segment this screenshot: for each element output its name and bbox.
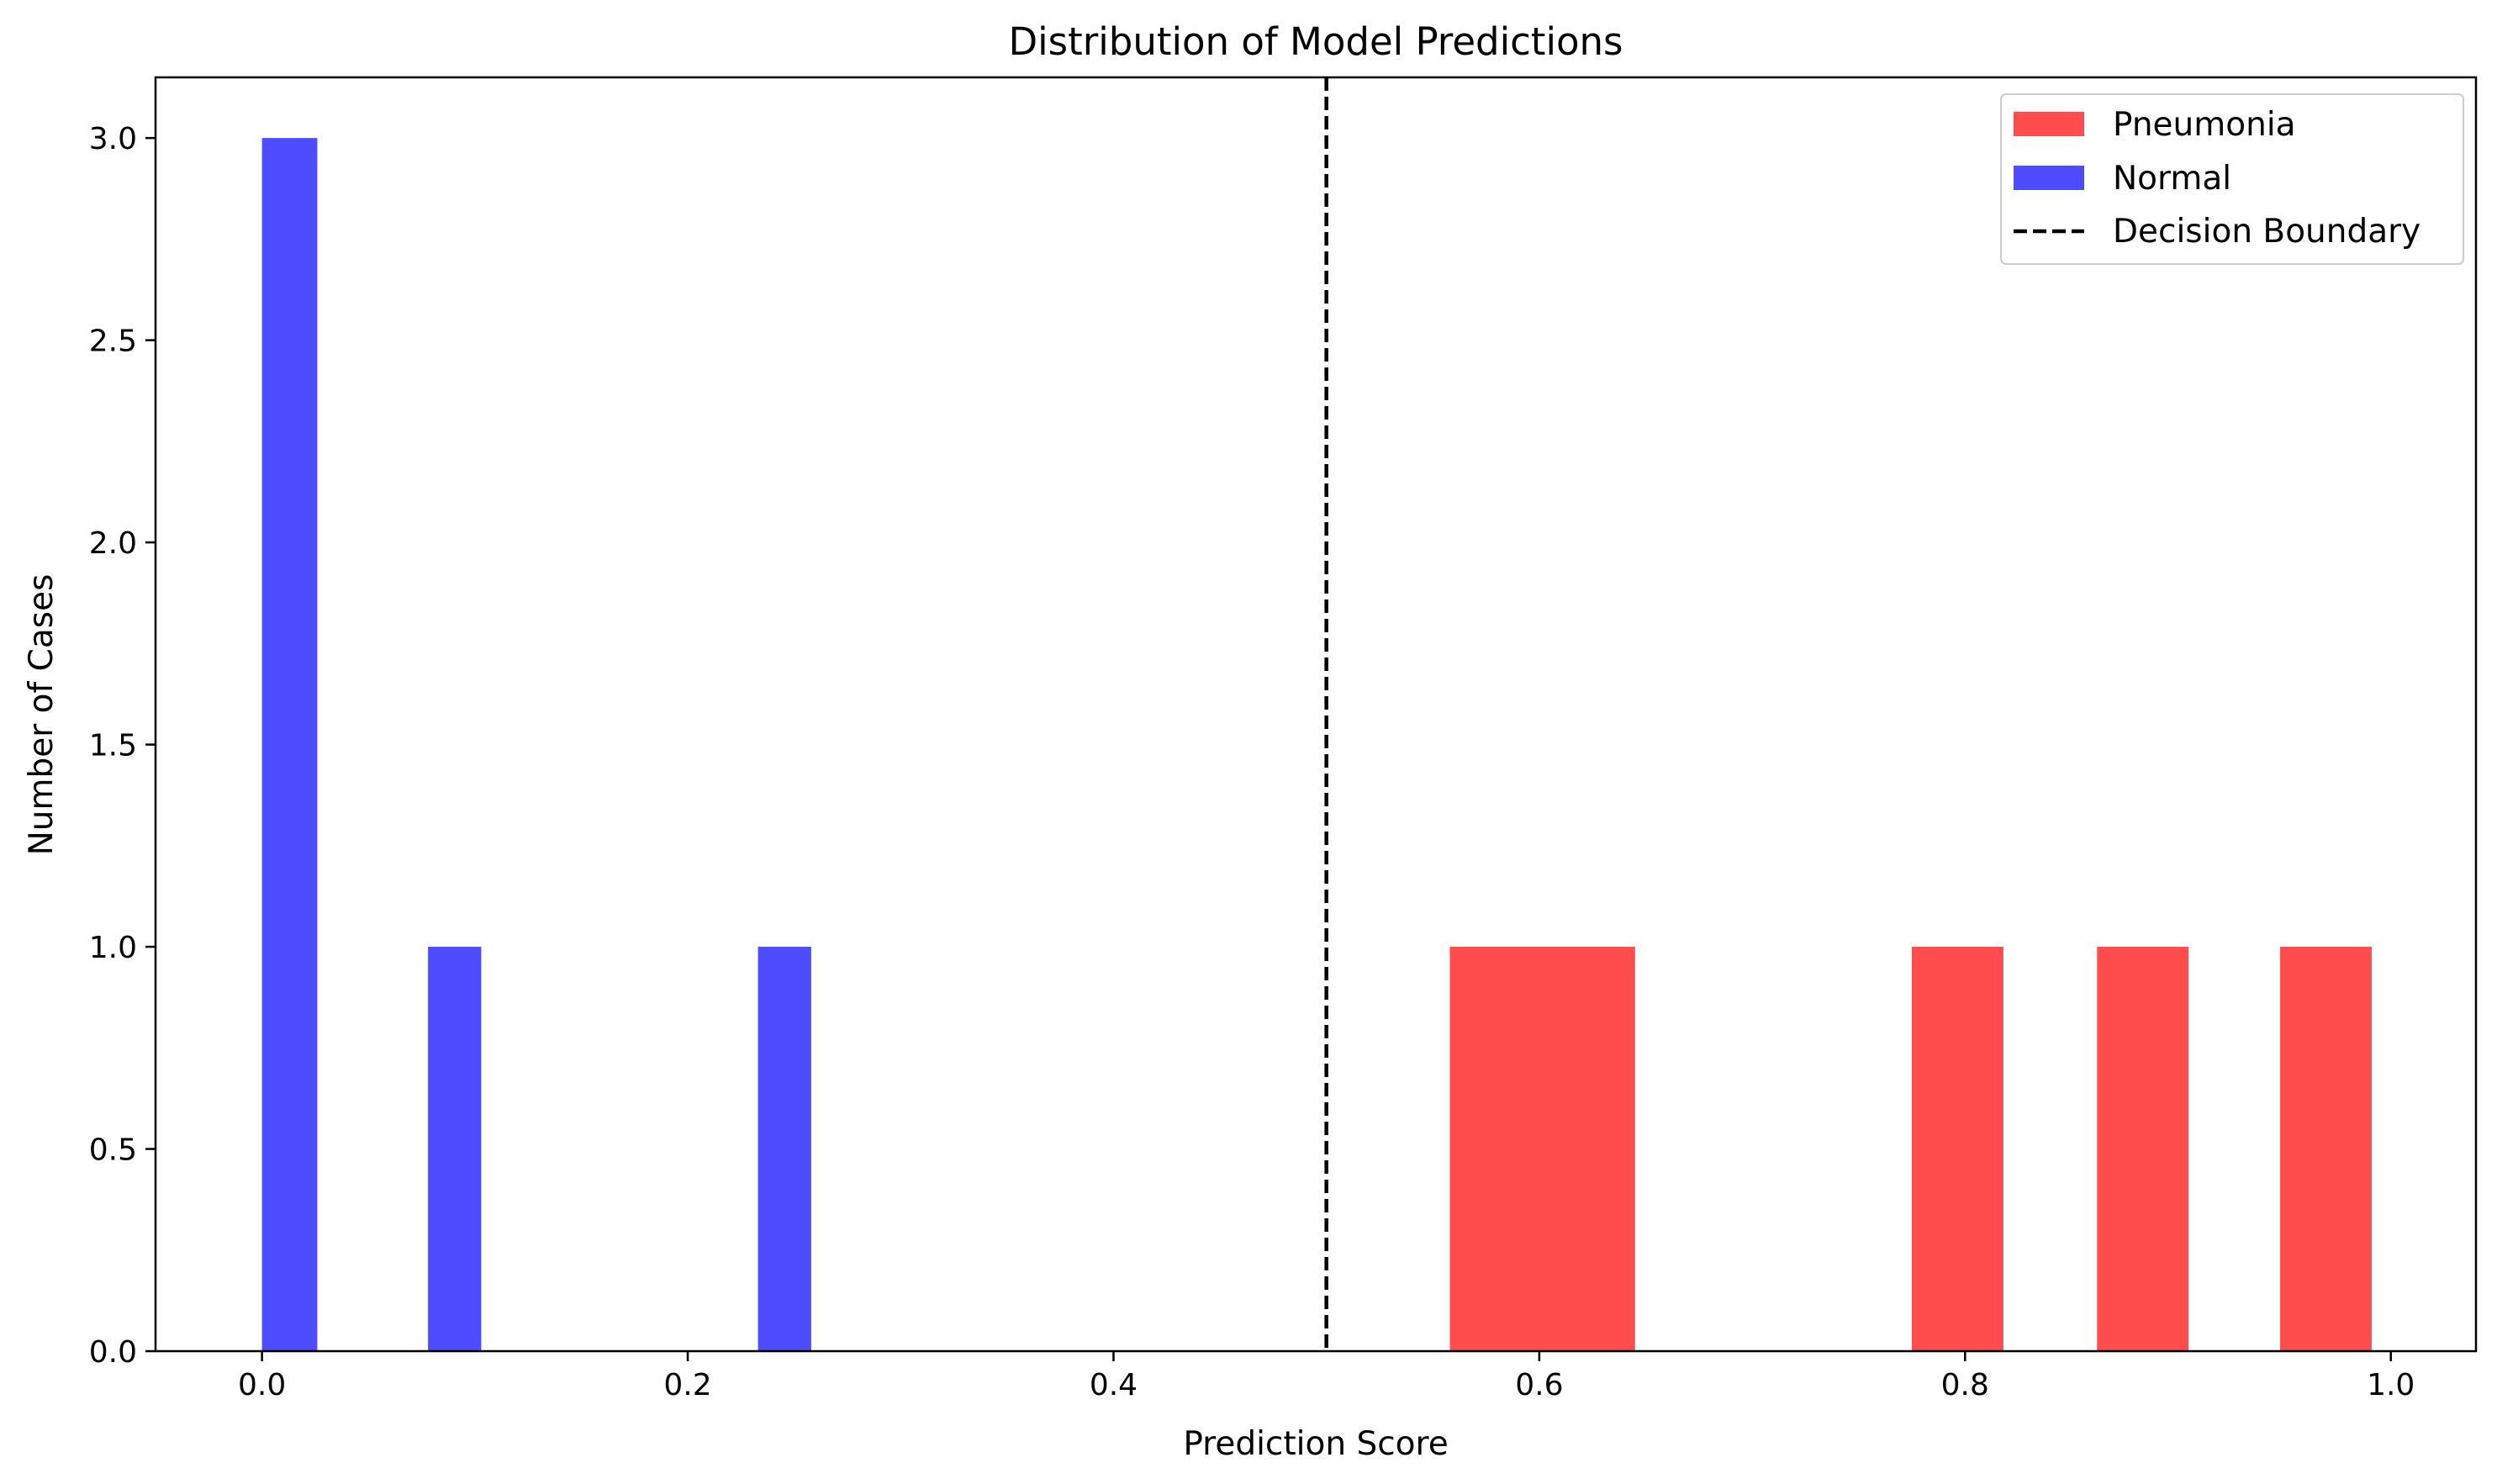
y-axis-ticks: 0.0 0.5 1.0 1.5 2.0 2.5 3.0 (89, 122, 156, 1370)
legend-label-decision-boundary: Decision Boundary (2113, 213, 2420, 251)
x-tick-label: 0.6 (1515, 1368, 1563, 1402)
bar-pneumonia-3 (2280, 947, 2372, 1351)
bar-pneumonia-2 (2097, 947, 2189, 1351)
x-tick-label: 0.8 (1941, 1368, 1989, 1402)
bar-pneumonia-0 (1449, 947, 1635, 1351)
bar-normal-1 (428, 947, 482, 1351)
y-tick-label: 2.0 (89, 526, 137, 561)
y-tick-label: 0.5 (89, 1133, 137, 1168)
x-tick-label: 1.0 (2367, 1368, 2415, 1402)
legend-box (2000, 93, 2464, 265)
y-tick-label: 1.5 (89, 729, 137, 763)
x-axis-ticks: 0.0 0.2 0.4 0.6 0.8 1.0 (238, 1351, 2415, 1402)
legend-label-normal: Normal (2113, 160, 2231, 198)
y-axis-label: Number of Cases (23, 574, 61, 856)
y-tick-label: 2.5 (89, 325, 137, 359)
x-tick-label: 0.4 (1090, 1368, 1138, 1402)
bar-normal-2 (758, 947, 811, 1351)
y-tick-label: 0.0 (89, 1335, 137, 1370)
x-tick-label: 0.2 (663, 1368, 711, 1402)
bars-layer (261, 138, 2372, 1352)
y-tick-label: 3.0 (89, 122, 137, 156)
bar-pneumonia-1 (1911, 947, 2003, 1351)
legend-swatch-normal (2014, 166, 2084, 190)
legend: Pneumonia Normal Decision Boundary (2000, 93, 2464, 265)
legend-swatch-pneumonia (2014, 112, 2084, 136)
bar-normal-0 (261, 138, 318, 1352)
chart-title: Distribution of Model Predictions (1009, 19, 1623, 64)
y-tick-label: 1.0 (89, 931, 137, 965)
legend-label-pneumonia: Pneumonia (2113, 106, 2296, 144)
plot-frame (154, 76, 2478, 1353)
x-axis-label: Prediction Score (1183, 1425, 1448, 1463)
x-tick-label: 0.0 (238, 1368, 286, 1402)
